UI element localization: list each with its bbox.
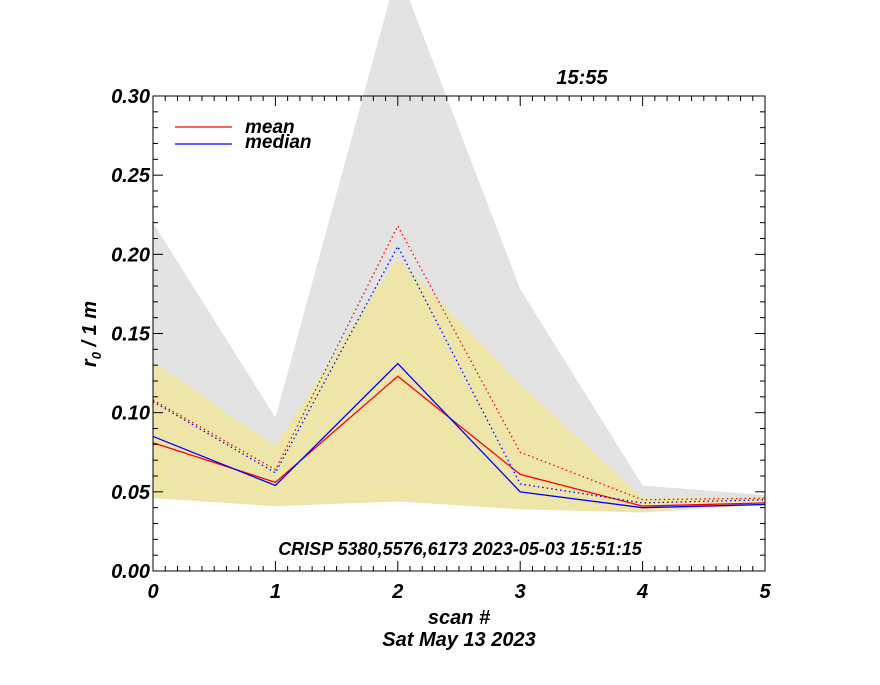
y-tick-label: 0.00 [111, 561, 150, 583]
date-label: Sat May 13 2023 [382, 629, 535, 651]
x-tick-label: 3 [515, 581, 526, 603]
y-tick-label: 0.20 [111, 244, 150, 266]
legend-label-mean: mean [245, 117, 295, 138]
x-tick-label: 2 [391, 581, 403, 603]
series-line-dotted-3 [152, 245, 766, 504]
x-tick-label: 4 [636, 581, 648, 603]
y-tick-label: 0.15 [111, 324, 151, 346]
annotation-text: CRISP 5380,5576,6173 2023-05-03 15:51:15 [278, 539, 643, 559]
x-axis-title: scan # [428, 607, 491, 629]
y-axis-title-main: r [79, 358, 101, 367]
tick-labels: 0 1 2 3 4 5 0.00 0.05 0.10 0.15 0.20 0.25 0.30 [111, 86, 771, 603]
legend: mean median [175, 117, 312, 153]
series-line-dotted-2 [152, 224, 766, 501]
y-axis-title: r0 / 1 m [79, 301, 104, 367]
x-tick-label: 0 [147, 581, 158, 603]
band-outer-range [153, 0, 765, 513]
series-line-mean [152, 375, 766, 507]
series-line-median [152, 362, 766, 509]
range-bands [153, 0, 765, 513]
y-tick-label: 0.25 [111, 165, 151, 187]
y-tick-label: 0.30 [111, 86, 150, 108]
y-tick-label: 0.05 [111, 482, 151, 504]
y-tick-label: 0.10 [111, 403, 150, 425]
axis-ticks [152, 95, 766, 572]
y-axis-title-rest: / 1 m [79, 301, 101, 352]
x-tick-label: 5 [759, 581, 771, 603]
band-inner-range [153, 257, 765, 513]
series-lines [152, 224, 766, 509]
chart-title: 15:55 [556, 67, 608, 89]
x-tick-label: 1 [270, 581, 281, 603]
y-axis-title-sub: 0 [89, 351, 104, 359]
legend-label-median: median [245, 132, 312, 153]
